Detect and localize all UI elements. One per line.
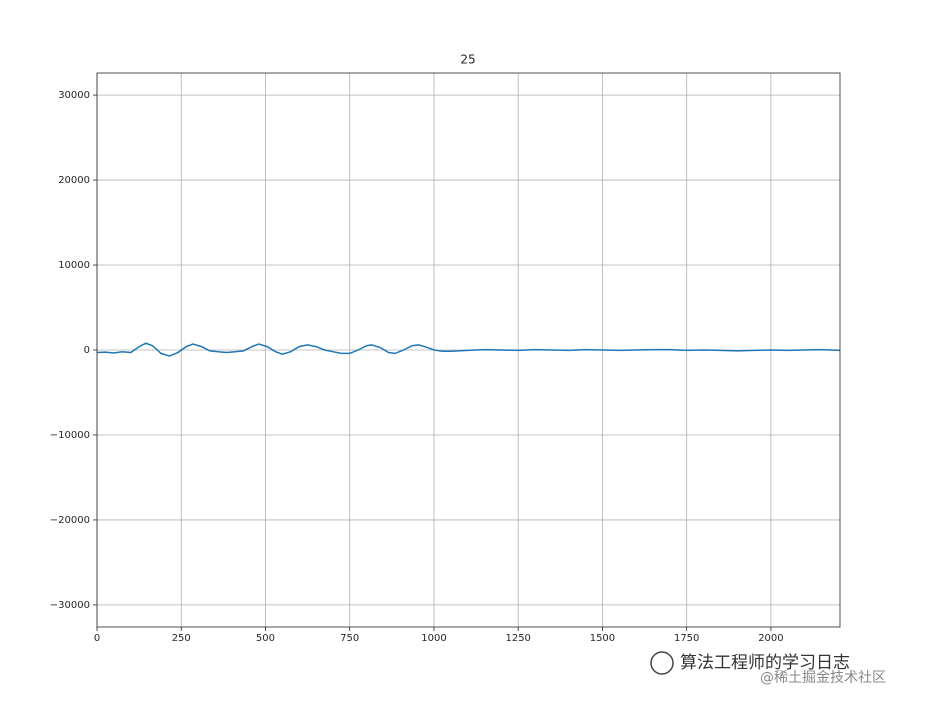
chart-title: 25 — [460, 53, 475, 67]
x-tick-label: 2000 — [758, 633, 783, 644]
y-tick-label: −10000 — [50, 430, 90, 441]
x-tick-label: 1250 — [505, 633, 530, 644]
watermark: 算法工程师的学习日志 @稀土掘金技术社区 — [650, 651, 886, 686]
x-tick-label: 1500 — [590, 633, 615, 644]
y-tick-label: −30000 — [50, 600, 90, 611]
y-tick-label: −20000 — [50, 515, 90, 526]
x-tick-label: 1000 — [421, 633, 446, 644]
x-tick-label: 250 — [172, 633, 191, 644]
y-tick-label: 0 — [84, 345, 90, 356]
wechat-icon — [650, 651, 674, 675]
y-tick-label: 30000 — [58, 90, 90, 101]
watermark-source: @稀土掘金技术社区 — [760, 670, 886, 686]
x-tick-label: 750 — [340, 633, 359, 644]
x-tick-label: 1750 — [674, 633, 699, 644]
watermark-account: 算法工程师的学习日志 — [680, 653, 850, 673]
axes-frame — [96, 72, 841, 628]
y-tick-label: 20000 — [58, 175, 90, 186]
y-tick-label: 10000 — [58, 260, 90, 271]
x-tick-label: 0 — [94, 633, 100, 644]
x-tick-label: 500 — [256, 633, 275, 644]
line — [96, 342, 841, 357]
